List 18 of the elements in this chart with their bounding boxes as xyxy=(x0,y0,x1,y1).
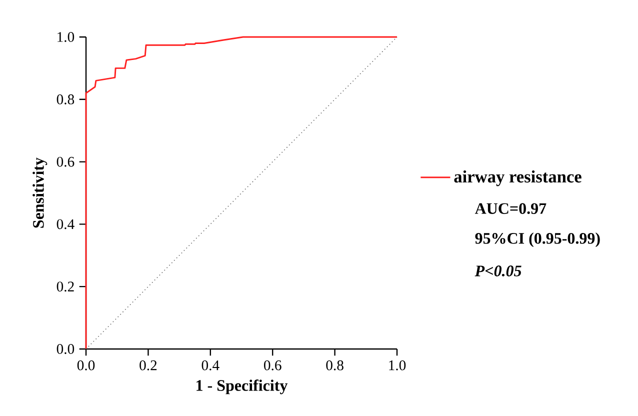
y-tick-label: 0.2 xyxy=(56,282,74,292)
y-axis-title: Sensitivity xyxy=(32,158,48,228)
legend-label: airway resistance xyxy=(454,170,582,186)
x-axis-title: 1 - Specificity xyxy=(196,379,288,394)
y-tick-label: 0.8 xyxy=(56,94,74,104)
x-tick-label: 0.6 xyxy=(264,360,282,370)
y-tick-label: 0.6 xyxy=(56,156,74,167)
text: AUC=0.97 xyxy=(474,203,546,214)
y-tick-label: 1.0 xyxy=(58,32,74,42)
x-tick-label: 0.2 xyxy=(140,360,157,370)
x-tick-label: 0.0 xyxy=(77,360,95,370)
y-tick-label: 0.0 xyxy=(56,344,74,354)
y-tick-label: 0.4 xyxy=(56,219,74,230)
x-tick-label: 0.4 xyxy=(202,360,220,370)
x-tick-label: 0.8 xyxy=(326,360,344,370)
text: 95%CI (0.95-0.99) xyxy=(475,232,600,248)
x-tick-label: 1.0 xyxy=(389,360,406,370)
text: P<0.05 xyxy=(474,266,522,276)
